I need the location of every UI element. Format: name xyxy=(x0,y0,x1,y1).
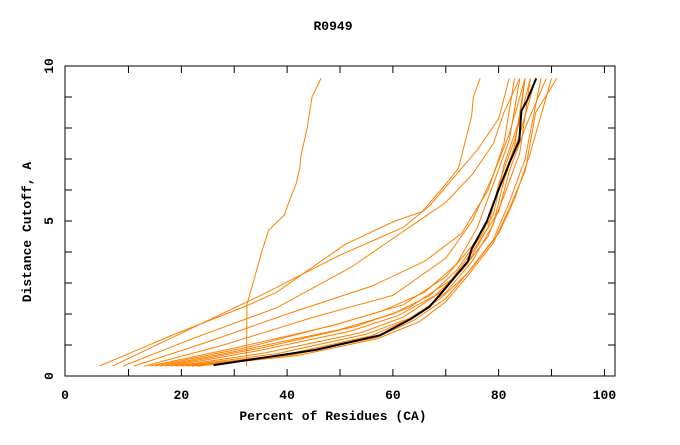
series-line-model-3 xyxy=(112,78,510,367)
series-line-model-highlight xyxy=(213,78,538,367)
x-tick-label: 40 xyxy=(279,388,295,403)
series-line-model-6 xyxy=(144,78,526,367)
x-tick-label: 100 xyxy=(593,388,617,403)
y-tick-label: 5 xyxy=(42,217,57,225)
x-tick-label: 0 xyxy=(61,388,69,403)
x-tick-label: 60 xyxy=(385,388,401,403)
tick-labels: 0 20 40 60 80 100 0 5 10 xyxy=(42,58,616,403)
series-line-model-5 xyxy=(133,78,515,367)
y-tick-label: 0 xyxy=(42,372,57,380)
series-line-model-13 xyxy=(191,78,552,367)
series-line-model-15 xyxy=(154,78,526,367)
x-axis-label: Percent of Residues (CA) xyxy=(239,409,426,424)
series-lines xyxy=(99,78,558,367)
series-line-model-16 xyxy=(165,78,547,367)
series-line-model-outlier-2 xyxy=(99,78,481,367)
series-line-model-9 xyxy=(170,78,531,367)
series-line-model-10 xyxy=(176,78,531,367)
axis-ticks xyxy=(65,66,615,376)
x-tick-label: 20 xyxy=(174,388,190,403)
series-line-model-11 xyxy=(181,78,542,367)
x-tick-label: 80 xyxy=(491,388,507,403)
series-line-model-7 xyxy=(149,78,521,367)
series-line-model-14 xyxy=(197,78,558,367)
chart-title: R0949 xyxy=(313,19,352,34)
series-line-model-4 xyxy=(123,78,521,367)
y-axis-label: Distance Cutoff, A xyxy=(20,162,35,303)
series-line-model-outlier-1 xyxy=(245,78,322,367)
y-tick-label: 10 xyxy=(42,58,57,74)
